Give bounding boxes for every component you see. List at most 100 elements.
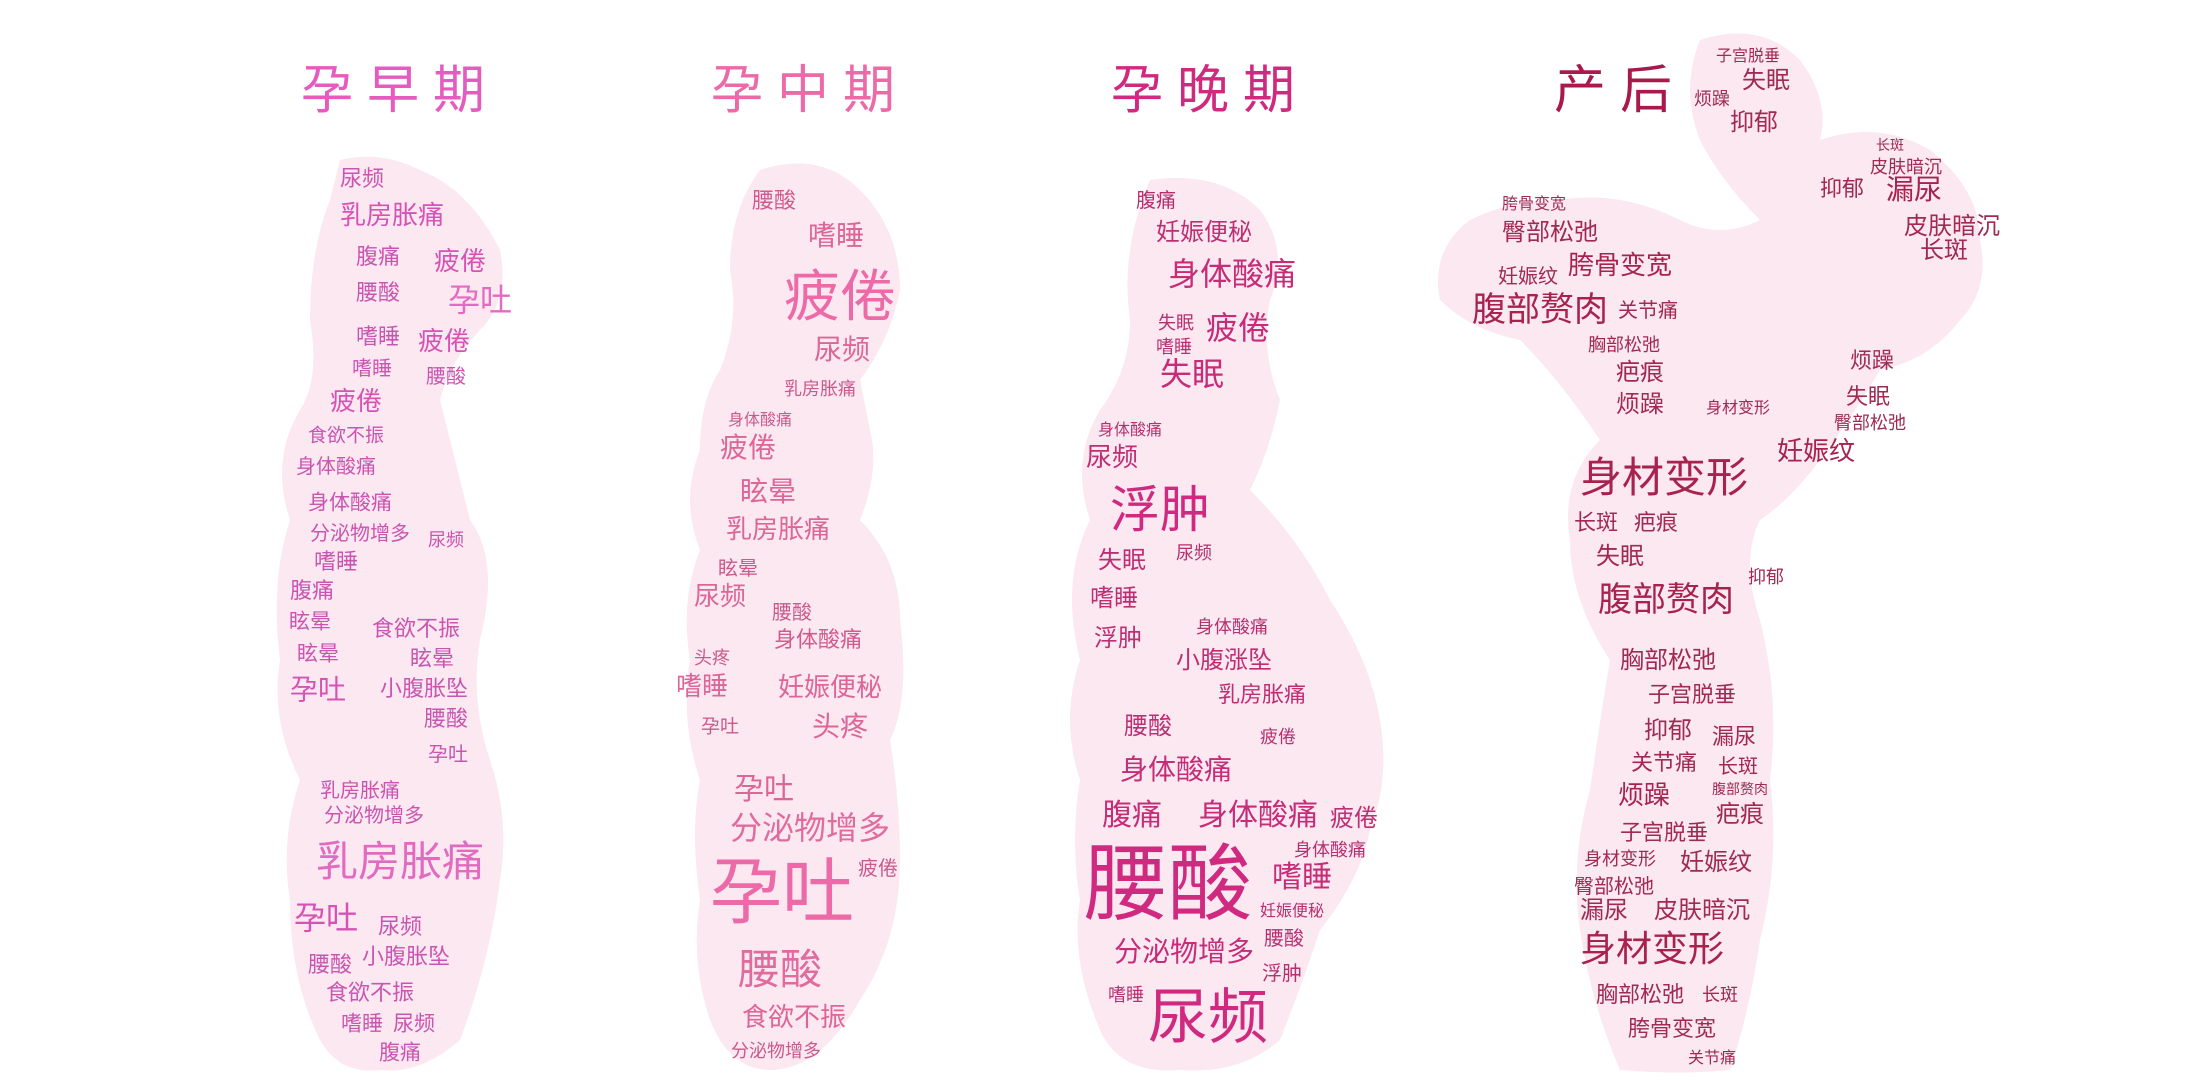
word-cloud-term: 疤痕 <box>1616 358 1664 386</box>
word-cloud-term: 皮肤暗沉 <box>1904 212 2000 240</box>
word-cloud-term: 腹痛 <box>1102 798 1162 833</box>
word-cloud-term: 疲倦 <box>433 247 487 277</box>
word-cloud-term: 腰酸 <box>307 953 353 978</box>
word-cloud-term: 嗜睡 <box>807 219 865 252</box>
word-cloud-term: 疤痕 <box>1633 511 1679 536</box>
word-cloud-term: 抑郁 <box>1748 567 1784 588</box>
word-cloud-term: 小腹胀坠 <box>379 677 469 702</box>
word-cloud-term: 腹部赘肉 <box>1598 580 1734 620</box>
word-cloud-term: 身体酸痛 <box>1196 617 1268 638</box>
word-cloud-term: 漏尿 <box>1885 173 1943 206</box>
word-cloud-term: 胸部松弛 <box>1595 983 1685 1008</box>
word-cloud-term: 食欲不振 <box>325 981 415 1006</box>
word-cloud-term: 长斑 <box>1573 511 1619 536</box>
word-cloud-term: 眩晕 <box>739 475 797 508</box>
word-cloud-term: 身体酸痛 <box>1119 753 1233 786</box>
word-cloud-term: 烦躁 <box>1694 89 1730 110</box>
word-cloud-term: 食欲不振 <box>371 617 461 642</box>
word-cloud-term: 身材变形 <box>1579 929 1725 970</box>
word-cloud-term: 腹痛 <box>1136 188 1176 212</box>
word-cloud-term: 腰酸 <box>1083 835 1253 933</box>
word-cloud-term: 疲倦 <box>1260 727 1296 748</box>
word-cloud-term: 身材变形 <box>1705 398 1771 417</box>
word-cloud-term: 尿频 <box>1148 983 1268 1053</box>
word-cloud-term: 妊娠纹 <box>1680 848 1752 876</box>
word-cloud-term: 嗜睡 <box>675 672 729 702</box>
word-cloud-term: 臀部松弛 <box>1834 413 1906 434</box>
word-cloud-term: 尿频 <box>1176 543 1212 564</box>
word-cloud-term: 失眠 <box>1742 66 1790 94</box>
word-cloud-term: 疤痕 <box>1716 800 1764 828</box>
word-cloud-term: 孕吐 <box>709 850 855 934</box>
word-cloud-term: 长斑 <box>1876 138 1904 154</box>
word-cloud-term: 失眠 <box>1159 355 1225 393</box>
word-cloud-term: 妊娠纹 <box>1776 437 1856 467</box>
word-cloud-term: 失眠 <box>1845 385 1891 410</box>
stage-title-early: 孕早期 <box>300 61 499 121</box>
word-cloud-term: 疲倦 <box>329 387 383 417</box>
word-cloud-term: 尿频 <box>377 915 423 940</box>
word-cloud-term: 分泌物增多 <box>731 1041 821 1062</box>
word-cloud-term: 子宫脱垂 <box>1715 46 1781 65</box>
postpartum-silhouette <box>1438 33 1983 1073</box>
mid-pregnancy-silhouette <box>686 163 904 1071</box>
word-cloud-term: 烦躁 <box>1616 390 1664 418</box>
word-cloud-term: 尿频 <box>393 1011 435 1036</box>
word-cloud-term: 关节痛 <box>1618 298 1678 322</box>
word-cloud-term: 皮肤暗沉 <box>1870 157 1942 178</box>
word-cloud-term: 嗜睡 <box>1108 985 1144 1006</box>
word-cloud-term: 腹痛 <box>355 245 401 270</box>
word-cloud-term: 身体酸痛 <box>1167 255 1297 293</box>
stage-title-postpartum: 产后 <box>1553 61 1686 121</box>
word-cloud-term: 漏尿 <box>1580 896 1628 924</box>
word-cloud-term: 妊娠便秘 <box>777 673 883 703</box>
word-cloud-term: 长斑 <box>1702 985 1738 1006</box>
word-cloud-term: 漏尿 <box>1711 725 1757 750</box>
word-cloud-term: 身体酸痛 <box>308 490 392 515</box>
word-cloud-term: 身体酸痛 <box>773 628 863 653</box>
word-cloud-term: 腰酸 <box>1124 712 1172 740</box>
word-cloud-term: 尿频 <box>1085 443 1139 473</box>
word-cloud-term: 食欲不振 <box>307 424 385 447</box>
word-cloud-term: 臀部松弛 <box>1502 218 1598 246</box>
word-cloud-term: 乳房胀痛 <box>320 778 400 802</box>
word-cloud-term: 腰酸 <box>737 945 823 994</box>
word-cloud-term: 腰酸 <box>355 281 401 306</box>
word-cloud-term: 乳房胀痛 <box>725 515 831 545</box>
word-cloud-term: 尿频 <box>813 333 871 366</box>
word-cloud-term: 身体酸痛 <box>727 410 793 429</box>
word-cloud-term: 头疼 <box>811 710 869 743</box>
word-cloud-term: 腰酸 <box>1264 926 1304 950</box>
word-cloud-term: 身体酸痛 <box>1198 798 1318 833</box>
word-cloud-term: 身体酸痛 <box>296 454 376 478</box>
word-cloud-term: 烦躁 <box>1849 349 1895 374</box>
word-cloud-term: 孕吐 <box>293 899 359 937</box>
word-cloud-term: 乳房胀痛 <box>1217 683 1307 708</box>
word-cloud-term: 妊娠纹 <box>1498 264 1558 288</box>
word-cloud-term: 分泌物增多 <box>310 521 410 545</box>
word-cloud-term: 腹部赘肉 <box>1472 290 1608 330</box>
word-cloud-term: 尿频 <box>693 582 747 612</box>
word-cloud-term: 眩晕 <box>289 609 331 634</box>
word-cloud-term: 嗜睡 <box>352 356 392 380</box>
word-cloud-term: 乳房胀痛 <box>315 837 485 886</box>
word-cloud-term: 失眠 <box>1596 542 1644 570</box>
word-cloud-term: 疲倦 <box>417 327 471 357</box>
word-cloud-term: 疲倦 <box>1330 804 1378 832</box>
word-cloud-term: 身材变形 <box>1579 453 1749 502</box>
word-cloud-term: 头疼 <box>694 648 730 669</box>
word-cloud-term: 分泌物增多 <box>1113 935 1255 968</box>
early-pregnancy-silhouette <box>276 156 504 1071</box>
word-cloud-term: 小腹涨坠 <box>1176 646 1272 674</box>
word-cloud-term: 身体酸痛 <box>1294 840 1366 861</box>
word-cloud-term: 浮肿 <box>1262 961 1302 985</box>
word-cloud-term: 腰酸 <box>426 364 466 388</box>
word-cloud-term: 小腹胀坠 <box>361 945 451 970</box>
word-cloud-term: 臀部松弛 <box>1574 874 1654 898</box>
word-cloud-term: 乳房胀痛 <box>784 379 856 400</box>
word-cloud-term: 孕吐 <box>428 742 468 766</box>
word-cloud-term: 腹部赘肉 <box>1712 782 1768 798</box>
